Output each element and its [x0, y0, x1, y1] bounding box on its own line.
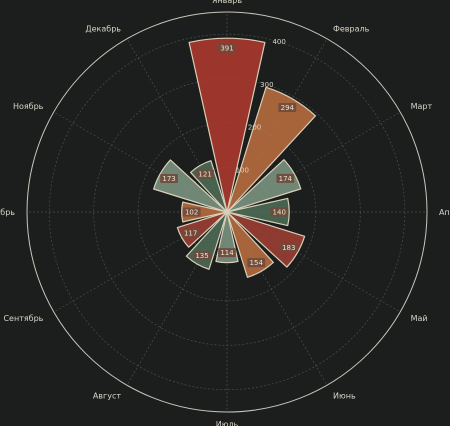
- month-label-2: Февраль: [333, 24, 370, 33]
- value-label-9: 117: [184, 230, 197, 238]
- bars-layer: [153, 37, 317, 278]
- bar-5: [226, 211, 306, 268]
- month-label-9: Сентябрь: [3, 314, 43, 323]
- value-label-6: 154: [250, 259, 264, 267]
- value-label-box-3: [276, 173, 295, 183]
- tick-label-400: 400: [272, 38, 285, 46]
- value-label-8: 135: [195, 252, 208, 260]
- value-label-5: 183: [282, 244, 295, 252]
- month-label-6: Июнь: [333, 392, 356, 401]
- bar-9: [176, 211, 228, 248]
- month-label-8: Август: [93, 392, 122, 401]
- value-label-box-8: [193, 250, 211, 260]
- bar-2: [226, 86, 317, 213]
- month-label-4: Апрель: [439, 208, 450, 217]
- value-label-box-12: [196, 169, 215, 179]
- value-label-11: 173: [162, 175, 175, 183]
- bar-4: [226, 197, 290, 227]
- value-label-7: 114: [220, 249, 234, 257]
- month-label-7: Июль: [216, 420, 239, 426]
- tick-label-100: 100: [236, 166, 249, 174]
- value-label-1: 391: [220, 45, 233, 53]
- value-label-box-4: [270, 207, 289, 217]
- bar-1: [188, 37, 266, 213]
- value-label-10: 102: [185, 209, 198, 217]
- value-label-box-9: [181, 228, 200, 238]
- value-label-box-2: [278, 102, 297, 112]
- value-label-box-10: [182, 207, 201, 217]
- tick-label-300: 300: [260, 81, 273, 89]
- month-label-11: Ноябрь: [13, 102, 44, 111]
- value-labels: 391 294 174 140 183 154 114 135 117 102 173 121: [160, 43, 298, 268]
- value-label-12: 121: [198, 171, 211, 179]
- bar-10: [181, 201, 228, 223]
- month-label-10: Октябрь: [0, 208, 15, 217]
- value-label-box-7: [218, 248, 236, 258]
- value-label-2: 294: [281, 104, 295, 112]
- month-label-1: Январь: [212, 0, 242, 5]
- tick-label-200: 200: [248, 124, 261, 132]
- value-label-box-1: [218, 43, 236, 53]
- month-label-3: Март: [411, 102, 433, 111]
- bar-11: [153, 159, 228, 213]
- outer-ring: [26, 11, 428, 413]
- month-label-5: Май: [411, 314, 428, 323]
- value-label-box-5: [279, 243, 298, 253]
- value-label-box-6: [247, 258, 266, 268]
- value-label-3: 174: [279, 175, 293, 183]
- month-label-12: Декабрь: [85, 24, 121, 33]
- bar-3: [226, 159, 302, 213]
- value-label-box-11: [160, 174, 178, 184]
- value-label-4: 140: [273, 209, 286, 217]
- tick-labels: 100 200 300 400: [236, 38, 286, 174]
